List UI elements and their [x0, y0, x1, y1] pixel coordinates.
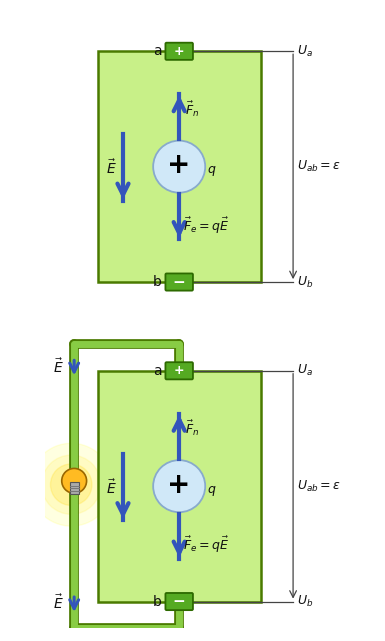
Bar — [98, 51, 261, 282]
Text: q: q — [207, 163, 215, 176]
Text: +: + — [167, 151, 191, 179]
Text: +: + — [174, 364, 184, 378]
Text: $U_{ab} = \varepsilon$: $U_{ab} = \varepsilon$ — [296, 479, 341, 494]
Text: $U_{ab} = \varepsilon$: $U_{ab} = \varepsilon$ — [296, 159, 341, 174]
Text: +: + — [174, 45, 184, 58]
Text: $\vec{E}$: $\vec{E}$ — [106, 478, 117, 497]
Text: b: b — [152, 275, 161, 289]
Text: $U_a$: $U_a$ — [296, 44, 313, 59]
Text: $\vec{F}_n$: $\vec{F}_n$ — [184, 99, 199, 119]
Text: −: − — [173, 274, 186, 290]
Circle shape — [30, 444, 113, 526]
Text: $\vec{F}_e = q\vec{E}$: $\vec{F}_e = q\vec{E}$ — [183, 215, 229, 236]
Circle shape — [42, 455, 101, 514]
FancyBboxPatch shape — [166, 362, 193, 379]
Text: $U_b$: $U_b$ — [296, 274, 313, 290]
Text: $\vec{E}$: $\vec{E}$ — [106, 159, 117, 178]
Text: a: a — [153, 364, 161, 378]
FancyBboxPatch shape — [166, 274, 193, 290]
Circle shape — [153, 140, 205, 193]
Text: $\vec{F}_n$: $\vec{F}_n$ — [184, 419, 199, 438]
Circle shape — [62, 469, 87, 494]
Text: q: q — [207, 483, 215, 495]
Text: $U_b$: $U_b$ — [296, 594, 313, 609]
FancyBboxPatch shape — [166, 43, 193, 60]
Text: +: + — [167, 470, 191, 499]
Text: b: b — [152, 595, 161, 608]
Text: $\vec{F}_e = q\vec{E}$: $\vec{F}_e = q\vec{E}$ — [183, 535, 229, 556]
Text: $\vec{E}$: $\vec{E}$ — [53, 594, 64, 612]
Bar — [70, 482, 79, 494]
Circle shape — [50, 464, 92, 505]
Text: a: a — [153, 44, 161, 58]
FancyBboxPatch shape — [166, 593, 193, 610]
Circle shape — [153, 460, 205, 512]
Text: −: − — [173, 594, 186, 609]
Text: $\vec{E}$: $\vec{E}$ — [53, 357, 64, 376]
Text: $U_a$: $U_a$ — [296, 363, 313, 378]
Bar — [98, 370, 261, 601]
